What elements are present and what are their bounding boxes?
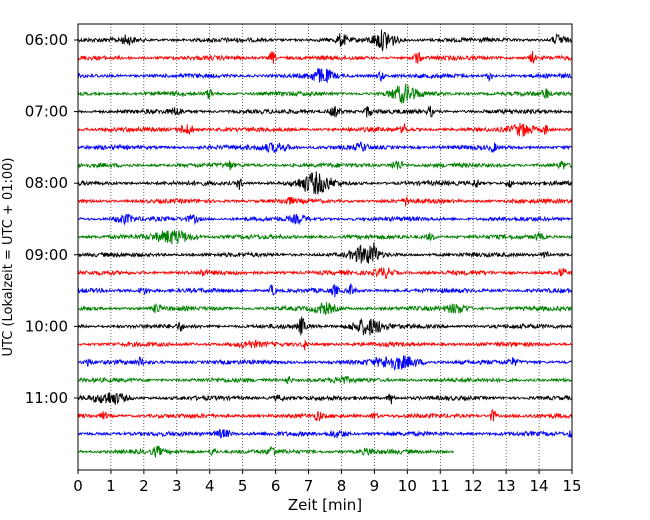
trace-0615 (77, 51, 573, 64)
y-tick-label: 06:00 (25, 31, 68, 49)
x-tick-label: 10 (398, 477, 417, 495)
y-tick-label: 07:00 (25, 103, 68, 121)
trace-layer (77, 29, 573, 458)
x-tick-label: 11 (431, 477, 450, 495)
x-tick-label: 0 (73, 477, 83, 495)
x-tick-label: 13 (497, 477, 516, 495)
x-tick-label: 9 (370, 477, 380, 495)
y-tick-label: 09:00 (25, 246, 68, 264)
trace-0830 (77, 213, 573, 226)
y-tick-label: 08:00 (25, 174, 68, 192)
trace-0600 (77, 29, 573, 52)
x-tick-label: 4 (205, 477, 215, 495)
trace-1130 (77, 428, 573, 439)
x-tick-label: 1 (106, 477, 116, 495)
x-tick-label: 2 (139, 477, 149, 495)
trace-0715 (78, 122, 573, 137)
trace-1015 (77, 339, 573, 351)
y-tick-label: 10:00 (25, 317, 68, 335)
grid-lines (110, 24, 540, 470)
trace-0945 (77, 301, 573, 316)
trace-1030 (77, 355, 573, 371)
y-axis-label: UTC (Lokalzeit = UTC + 01:00) (1, 158, 16, 357)
y-ticks: 06:00 07:00 08:00 09:00 10:00 11:00 (25, 31, 78, 407)
trace-0915 (77, 267, 573, 280)
trace-0815 (77, 196, 573, 207)
trace-1145 (77, 445, 454, 458)
trace-0630 (77, 68, 573, 83)
x-tick-label: 14 (530, 477, 549, 495)
trace-1045 (77, 375, 573, 385)
trace-0900 (77, 242, 573, 264)
trace-1100 (77, 392, 573, 405)
trace-1000 (77, 316, 573, 336)
trace-0645 (77, 83, 573, 104)
x-axis-label: Zeit [min] (288, 496, 362, 514)
y-tick-label: 11:00 (25, 389, 68, 407)
x-ticks: 0 1 2 3 4 5 6 7 8 9 10 11 12 13 14 15 (73, 470, 582, 495)
trace-0730 (77, 141, 573, 153)
x-tick-label: 8 (337, 477, 347, 495)
trace-0845 (77, 229, 573, 245)
trace-0930 (77, 283, 573, 298)
trace-0800 (77, 171, 573, 195)
trace-1115 (77, 409, 573, 422)
plot-frame (77, 23, 573, 471)
x-tick-label: 3 (172, 477, 182, 495)
x-tick-label: 12 (464, 477, 483, 495)
trace-0700 (77, 105, 573, 118)
x-tick-label: 6 (271, 477, 281, 495)
x-tick-label: 5 (238, 477, 248, 495)
trace-0745 (77, 160, 573, 171)
x-tick-label: 7 (304, 477, 314, 495)
x-tick-label: 15 (562, 477, 581, 495)
